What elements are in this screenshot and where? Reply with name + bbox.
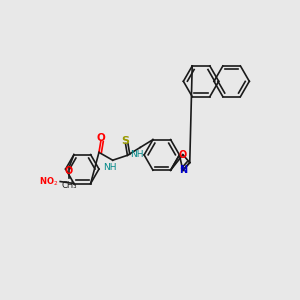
Text: NH: NH: [103, 163, 116, 172]
Text: O: O: [179, 150, 187, 160]
Text: CH₃: CH₃: [61, 181, 77, 190]
Text: O: O: [65, 166, 73, 176]
Text: NO$_2$: NO$_2$: [39, 175, 58, 188]
Text: S: S: [122, 136, 130, 146]
Text: NH: NH: [130, 150, 144, 159]
Text: O: O: [97, 133, 105, 142]
Text: N: N: [179, 165, 188, 176]
